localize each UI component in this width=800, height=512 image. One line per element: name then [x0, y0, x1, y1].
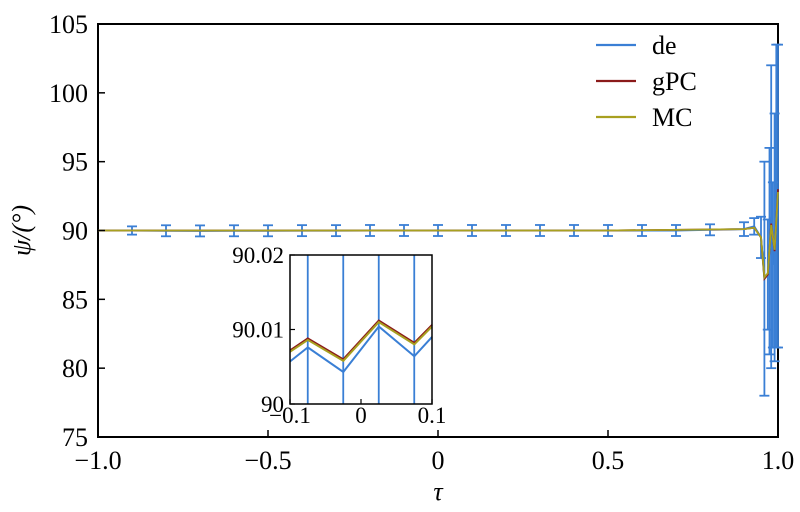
inset-series-line-gPC	[289, 319, 433, 361]
error-bar	[766, 64, 777, 370]
inset-ticks: −0.1 0 0.1 90 90.01 90.02	[232, 243, 446, 428]
main-series	[98, 43, 783, 397]
legend-label: MC	[652, 103, 692, 132]
y-tick-label: 95	[62, 148, 88, 177]
y-tick-label: 75	[62, 423, 88, 452]
main-ticks: −1.0 −0.5 0 0.5 1.0 75 80 85 90 95 100 105	[49, 10, 794, 475]
inset-x-tick-label: 0.1	[418, 403, 447, 428]
y-tick-label: 90	[62, 217, 88, 246]
legend: de gPC MC	[596, 31, 697, 132]
x-tick-label: 1.0	[762, 446, 795, 475]
inset-plot: −0.1 0 0.1 90 90.01 90.02	[232, 243, 446, 428]
x-axis-label: τ	[433, 477, 444, 506]
legend-item-de: de	[596, 31, 677, 60]
legend-item-gPC: gPC	[596, 67, 697, 96]
y-axis-label: ψ/(°)	[7, 205, 36, 256]
y-tick-label: 85	[62, 285, 88, 314]
x-tick-label: 0.5	[592, 446, 625, 475]
inset-x-tick-label: −0.1	[269, 403, 311, 428]
series-line-MC	[98, 191, 779, 280]
y-tick-label: 105	[49, 10, 88, 39]
y-tick-label: 80	[62, 354, 88, 383]
inset-series	[289, 255, 433, 404]
legend-item-MC: MC	[596, 103, 692, 132]
main-plot: −1.0 −0.5 0 0.5 1.0 75 80 85 90 95 100 105 τ ψ/(°)	[7, 10, 794, 506]
inset-y-tick-label: 90	[261, 392, 284, 417]
inset-series-line-MC	[289, 320, 433, 363]
inset-y-tick-label: 90.02	[232, 243, 284, 268]
inset-background	[290, 255, 432, 404]
inset-y-tick-label: 90.01	[232, 318, 284, 343]
x-tick-label: 0	[432, 446, 445, 475]
error-bar	[749, 217, 760, 236]
x-tick-label: −1.0	[74, 446, 121, 475]
inset-x-tick-label: 0	[355, 403, 367, 428]
series-line-de	[98, 195, 778, 282]
legend-label: de	[652, 31, 677, 60]
x-tick-label: −0.5	[244, 446, 291, 475]
legend-label: gPC	[652, 67, 697, 96]
y-tick-label: 100	[49, 79, 88, 108]
inset-series-line-de	[289, 325, 433, 374]
